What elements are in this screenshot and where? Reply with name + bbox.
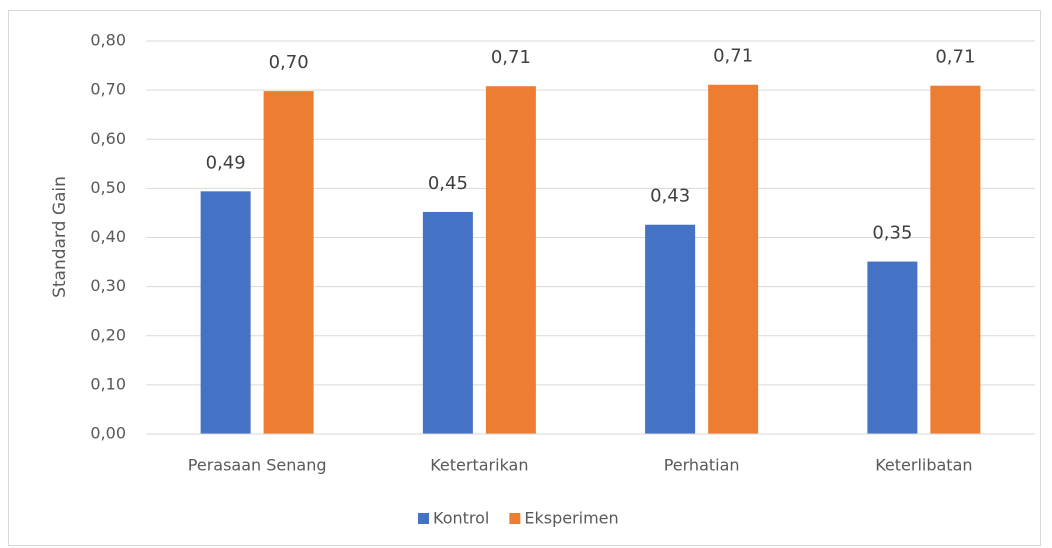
x-tick-label: Keterlibatan — [875, 456, 972, 475]
y-tick-label: 0,00 — [90, 424, 126, 443]
bar — [422, 211, 473, 434]
y-tick-label: 0,40 — [90, 227, 126, 246]
y-axis-label: Standard Gain — [50, 176, 70, 298]
y-tick-label: 0,60 — [90, 129, 126, 148]
y-tick-label: 0,30 — [90, 276, 126, 295]
bar — [645, 224, 696, 434]
bar — [485, 86, 536, 434]
bar — [708, 84, 759, 434]
bar — [200, 191, 251, 434]
bar — [867, 261, 918, 434]
x-tick-label: Perhatian — [664, 456, 740, 475]
y-tick-label: 0,20 — [90, 325, 126, 344]
y-tick-label: 0,10 — [90, 374, 126, 393]
value-label: 0,71 — [491, 47, 531, 68]
value-label: 0,35 — [872, 223, 912, 244]
value-label: 0,45 — [428, 173, 468, 194]
y-tick-label: 0,50 — [90, 178, 126, 197]
value-label: 0,43 — [650, 186, 690, 207]
value-label: 0,70 — [269, 52, 309, 73]
legend-label: Eksperimen — [524, 509, 618, 528]
bar — [263, 91, 314, 435]
legend-swatch — [509, 513, 521, 524]
x-tick-label: Ketertarikan — [430, 456, 528, 475]
legend-swatch — [418, 513, 429, 524]
value-label: 0,71 — [713, 46, 753, 67]
bar — [930, 85, 981, 435]
value-label: 0,71 — [935, 47, 975, 68]
y-tick-label: 0,80 — [90, 31, 126, 50]
x-tick-label: Perasaan Senang — [188, 456, 327, 475]
y-tick-label: 0,70 — [90, 80, 126, 99]
legend-label: Kontrol — [433, 509, 489, 528]
value-label: 0,49 — [206, 152, 246, 173]
